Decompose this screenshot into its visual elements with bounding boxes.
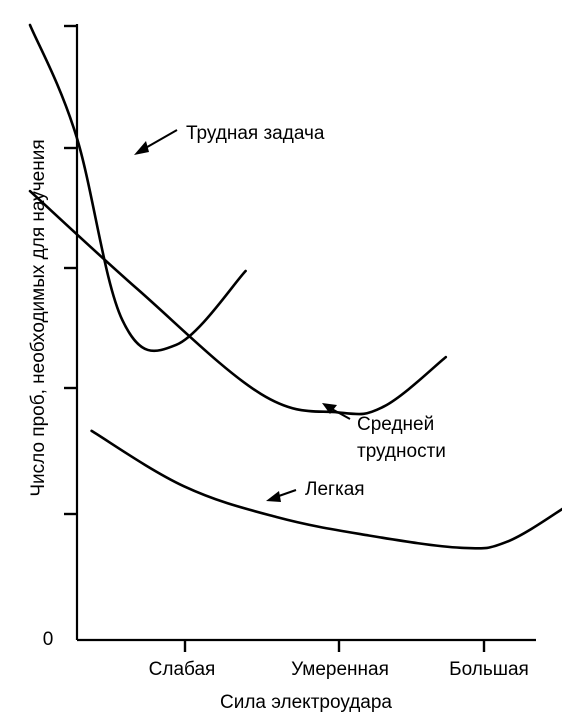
series-label-hard: Трудная задача	[186, 123, 325, 144]
series-label-medium-line1: Средней	[357, 414, 434, 435]
curves	[28, 23, 562, 550]
x-tick-label-weak: Слабая	[149, 659, 216, 680]
annotation-arrow	[141, 129, 178, 151]
series-line-hard	[28, 23, 247, 353]
arrowhead-icon	[134, 141, 149, 155]
arrowhead-icon	[266, 491, 281, 502]
y-tick-label-zero: 0	[43, 629, 54, 650]
x-tick-label-moderate: Умеренная	[291, 659, 389, 680]
y-axis-title: Число проб, необходимых для научения	[28, 139, 49, 496]
series-label-medium-line2: трудности	[357, 441, 446, 462]
series-label-easy: Легкая	[305, 479, 365, 500]
series-line-medium	[28, 189, 448, 416]
x-tick-label-strong: Большая	[449, 659, 529, 680]
annotation-arrow	[329, 407, 351, 420]
series-line-easy	[90, 429, 562, 550]
arrowhead-icon	[322, 403, 337, 414]
annotation-easy: Легкая	[266, 479, 365, 502]
annotation-hard: Трудная задача	[134, 123, 325, 155]
axes	[64, 24, 536, 652]
annotation-medium: Средней трудности	[322, 403, 446, 462]
x-axis-title: Сила электроудара	[220, 692, 392, 713]
